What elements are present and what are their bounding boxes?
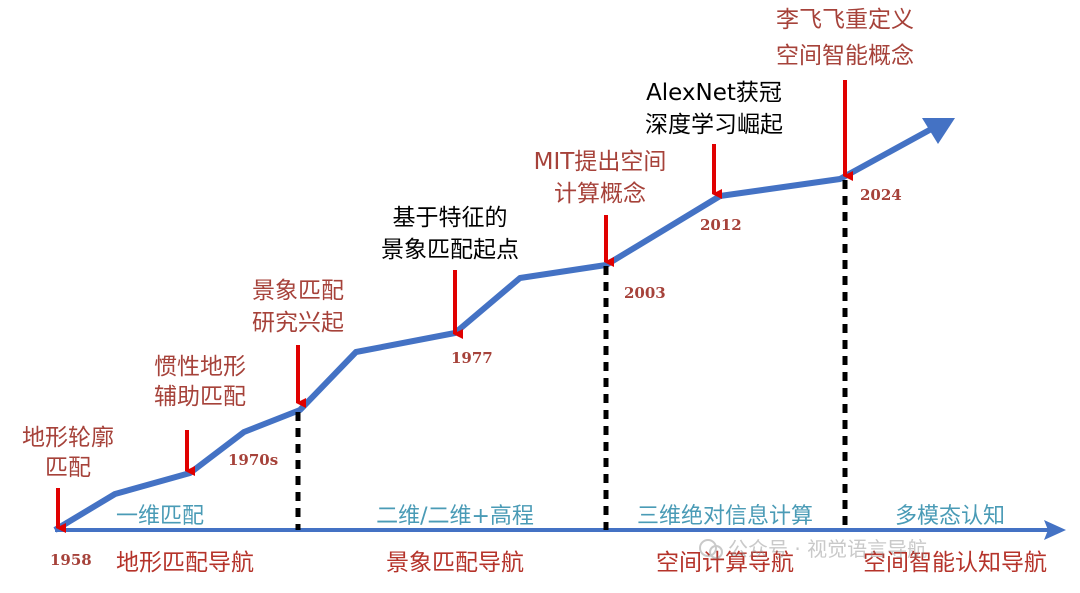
watermark: 公众号 · 视觉语言导航 — [699, 537, 927, 561]
dimension-multimodal: 多模态认知 — [895, 504, 1005, 529]
dimension-2d: 二维/二维+高程 — [376, 504, 534, 529]
event-4-line2: 景象匹配起点 — [381, 237, 519, 263]
trend-arrowhead — [922, 118, 955, 144]
event-3-line2: 研究兴起 — [252, 310, 344, 336]
event-6-line2: 深度学习崛起 — [645, 112, 783, 138]
watermark-text: 公众号 · 视觉语言导航 — [728, 537, 927, 561]
event-2-line2: 辅助匹配 — [154, 384, 246, 410]
event-6-line1: AlexNet获冠 — [646, 80, 782, 106]
dimension-3d: 三维绝对信息计算 — [637, 504, 813, 529]
event-4-line1: 基于特征的 — [393, 205, 508, 231]
event-5-line2: 计算概念 — [554, 181, 646, 207]
event-1-line1: 地形轮廓 — [22, 425, 114, 451]
time-axis-arrowhead — [1044, 520, 1066, 540]
year-1977: 1977 — [451, 349, 493, 367]
event-3-line1: 景象匹配 — [252, 278, 344, 304]
year-2003: 2003 — [624, 284, 666, 302]
stage-spatial-intelligence: 空间智能认知导航 — [863, 550, 1047, 576]
stage-terrain: 地形匹配导航 — [116, 550, 254, 576]
event-2-line1: 惯性地形 — [154, 354, 246, 380]
year-1958: 1958 — [50, 551, 92, 569]
dimension-1d: 一维匹配 — [116, 504, 204, 529]
year-1970s: 1970s — [228, 451, 278, 469]
trend-line — [53, 124, 937, 533]
event-5-line1: MIT提出空间 — [534, 149, 667, 175]
event-1-line2: 匹配 — [45, 455, 91, 481]
event-7-line2: 空间智能概念 — [776, 43, 914, 69]
year-2012: 2012 — [700, 216, 742, 234]
year-2024: 2024 — [860, 186, 902, 204]
stage-scene: 景象匹配导航 — [386, 550, 524, 576]
event-7-line1: 李飞飞重定义 — [776, 7, 914, 33]
stage-spatial-computing: 空间计算导航 — [656, 550, 794, 576]
wechat-icon — [699, 539, 717, 557]
